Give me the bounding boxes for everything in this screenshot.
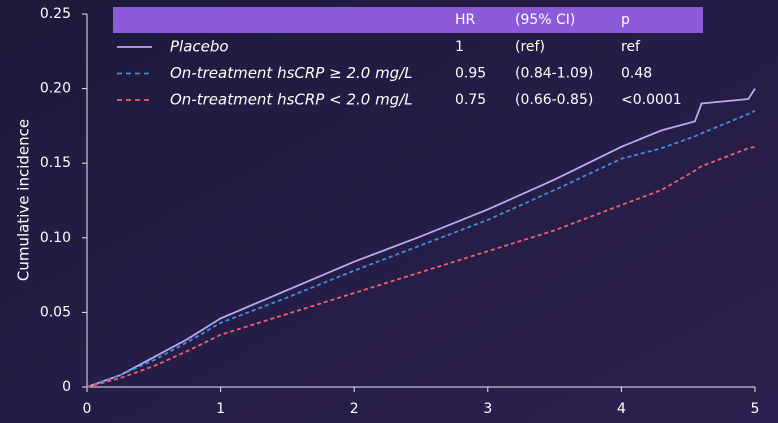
series-line (86, 110, 756, 388)
legend-header-text: p (621, 12, 630, 28)
x-tick-label: 2 (350, 401, 359, 417)
legend-header-text: HR (455, 12, 476, 28)
series-line (86, 145, 756, 388)
x-tick-label: 3 (483, 401, 492, 417)
legend-cell: <0.0001 (621, 92, 682, 108)
legend-cell: (0.84-1.09) (515, 66, 593, 82)
legend-cell: ref (621, 39, 641, 55)
legend-cell: (0.66-0.85) (515, 92, 593, 108)
y-tick-label: 0.05 (40, 304, 71, 320)
x-tick-label: 4 (617, 401, 626, 417)
legend-header-text: (95% CI) (515, 12, 575, 28)
legend-label: Placebo (170, 38, 229, 56)
y-tick-label: 0.10 (40, 230, 71, 246)
y-tick-label: 0.15 (40, 155, 71, 171)
legend-cell: 1 (455, 39, 464, 55)
legend-header (113, 7, 703, 33)
legend-label: On-treatment hsCRP ≥ 2.0 mg/L (170, 64, 413, 82)
legend-label: On-treatment hsCRP < 2.0 mg/L (170, 91, 413, 109)
y-tick-label: 0 (62, 379, 71, 395)
x-tick-label: 0 (83, 401, 92, 417)
y-tick-label: 0.20 (40, 81, 71, 97)
legend-cell: 0.48 (621, 66, 652, 82)
y-tick-label: 0.25 (40, 6, 71, 22)
legend-cell: (ref) (515, 39, 545, 55)
y-axis-label: Cumulative incidence (15, 119, 33, 281)
series-line (86, 88, 756, 388)
x-tick-label: 5 (751, 401, 760, 417)
x-tick-label: 1 (216, 401, 225, 417)
legend-cell: 0.95 (455, 66, 486, 82)
legend-cell: 0.75 (455, 92, 486, 108)
